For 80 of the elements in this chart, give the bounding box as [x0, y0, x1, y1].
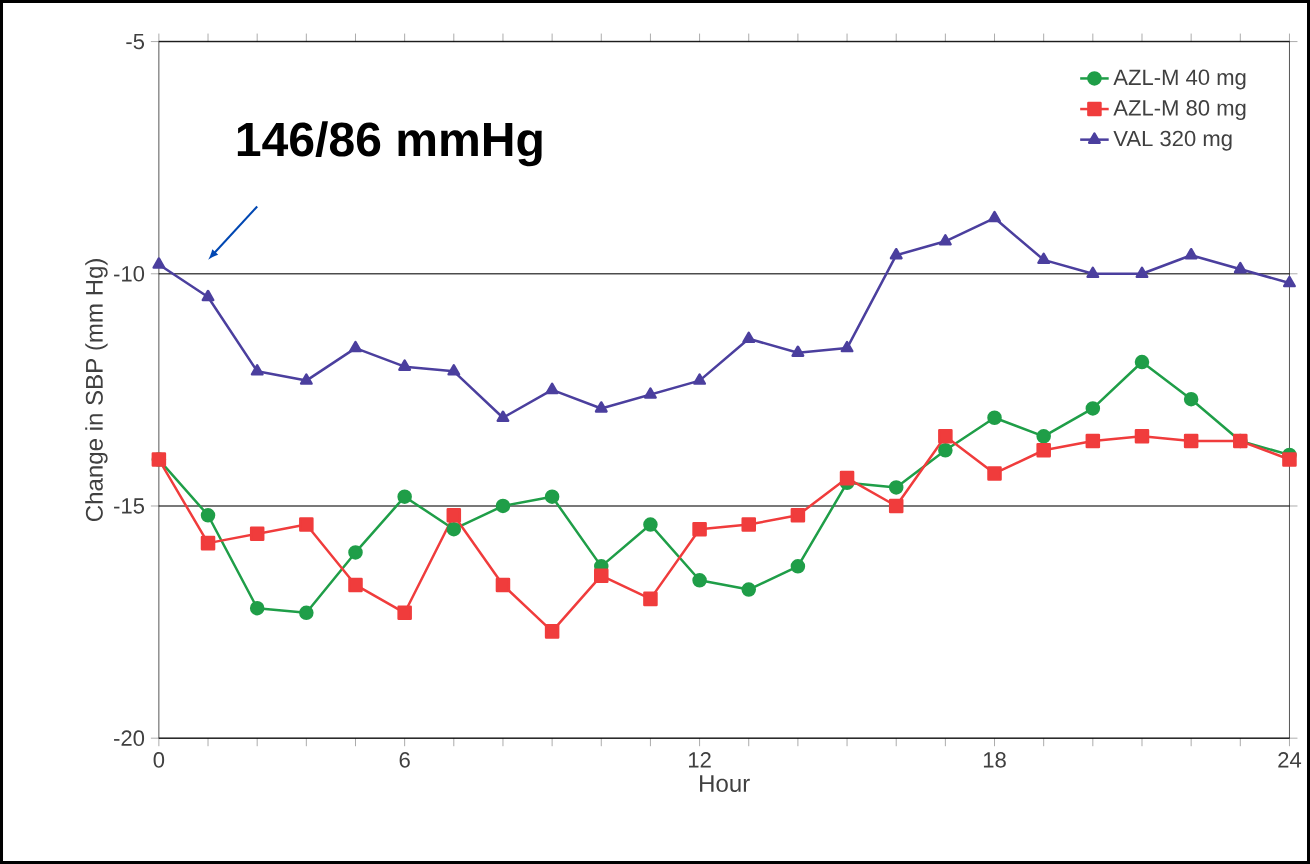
point	[299, 373, 313, 385]
point	[249, 526, 265, 542]
point	[152, 257, 166, 269]
point	[1086, 266, 1100, 279]
point	[741, 517, 757, 532]
point	[200, 508, 216, 523]
point	[1085, 401, 1101, 416]
point	[594, 568, 609, 583]
x-tick-label: 12	[689, 752, 711, 768]
y-tick-label: -5	[126, 33, 145, 50]
point	[693, 373, 707, 385]
point	[888, 498, 904, 514]
point	[1037, 252, 1051, 265]
point	[643, 517, 658, 532]
point	[1085, 433, 1101, 449]
point	[594, 401, 608, 413]
point	[397, 489, 412, 504]
point	[1036, 443, 1051, 458]
point	[790, 508, 806, 523]
point	[692, 521, 707, 537]
point	[447, 364, 461, 376]
legend-label: AZL-M 40 mg	[1113, 69, 1246, 90]
point	[250, 364, 264, 376]
point	[299, 605, 314, 621]
point	[200, 535, 216, 551]
point	[348, 545, 363, 560]
point	[397, 605, 412, 621]
point	[839, 470, 855, 486]
point	[938, 429, 953, 444]
point	[1233, 261, 1247, 274]
point	[987, 410, 1002, 426]
point	[1036, 429, 1051, 444]
legend-label: VAL 320 mg	[1113, 130, 1232, 151]
point	[201, 289, 215, 302]
point	[496, 410, 510, 423]
point	[791, 345, 805, 358]
point	[643, 591, 658, 607]
point	[544, 489, 560, 504]
point	[938, 443, 953, 458]
point	[1184, 247, 1198, 260]
point	[1135, 266, 1149, 279]
point	[1183, 433, 1199, 449]
point	[840, 340, 854, 353]
point	[643, 387, 657, 399]
point	[741, 582, 757, 597]
legend-label: AZL-M 80 mg	[1113, 100, 1246, 121]
point	[742, 331, 756, 344]
x-tick-label: 24	[1278, 752, 1302, 768]
x-tick-label: 0	[153, 752, 165, 768]
point	[987, 466, 1002, 481]
point	[544, 624, 560, 639]
point	[398, 359, 412, 371]
y-tick-label: -10	[114, 265, 145, 282]
point	[495, 498, 511, 514]
point	[1282, 452, 1297, 467]
y-tick-label: -20	[114, 730, 145, 746]
x-tick-label: 18	[983, 752, 1006, 768]
point	[495, 577, 511, 593]
point	[1282, 275, 1296, 288]
point	[1134, 429, 1150, 444]
point	[790, 559, 806, 574]
point	[1183, 391, 1199, 407]
x-tick-label: 6	[399, 752, 410, 768]
point	[348, 577, 363, 593]
point	[888, 480, 904, 495]
point	[446, 508, 462, 523]
point	[446, 521, 462, 537]
y-axis-title: Change in SBP (mm Hg)	[85, 259, 108, 522]
point	[988, 210, 1001, 223]
point	[249, 600, 265, 616]
point	[692, 573, 707, 588]
point	[545, 382, 559, 395]
x-axis-title: Hour	[700, 775, 750, 792]
annotation: 146/86 mmHg	[237, 121, 542, 167]
point	[889, 247, 903, 260]
point	[299, 517, 314, 532]
y-tick-label: -15	[114, 498, 145, 514]
point	[349, 340, 362, 353]
point	[938, 234, 952, 246]
point	[1134, 354, 1150, 370]
